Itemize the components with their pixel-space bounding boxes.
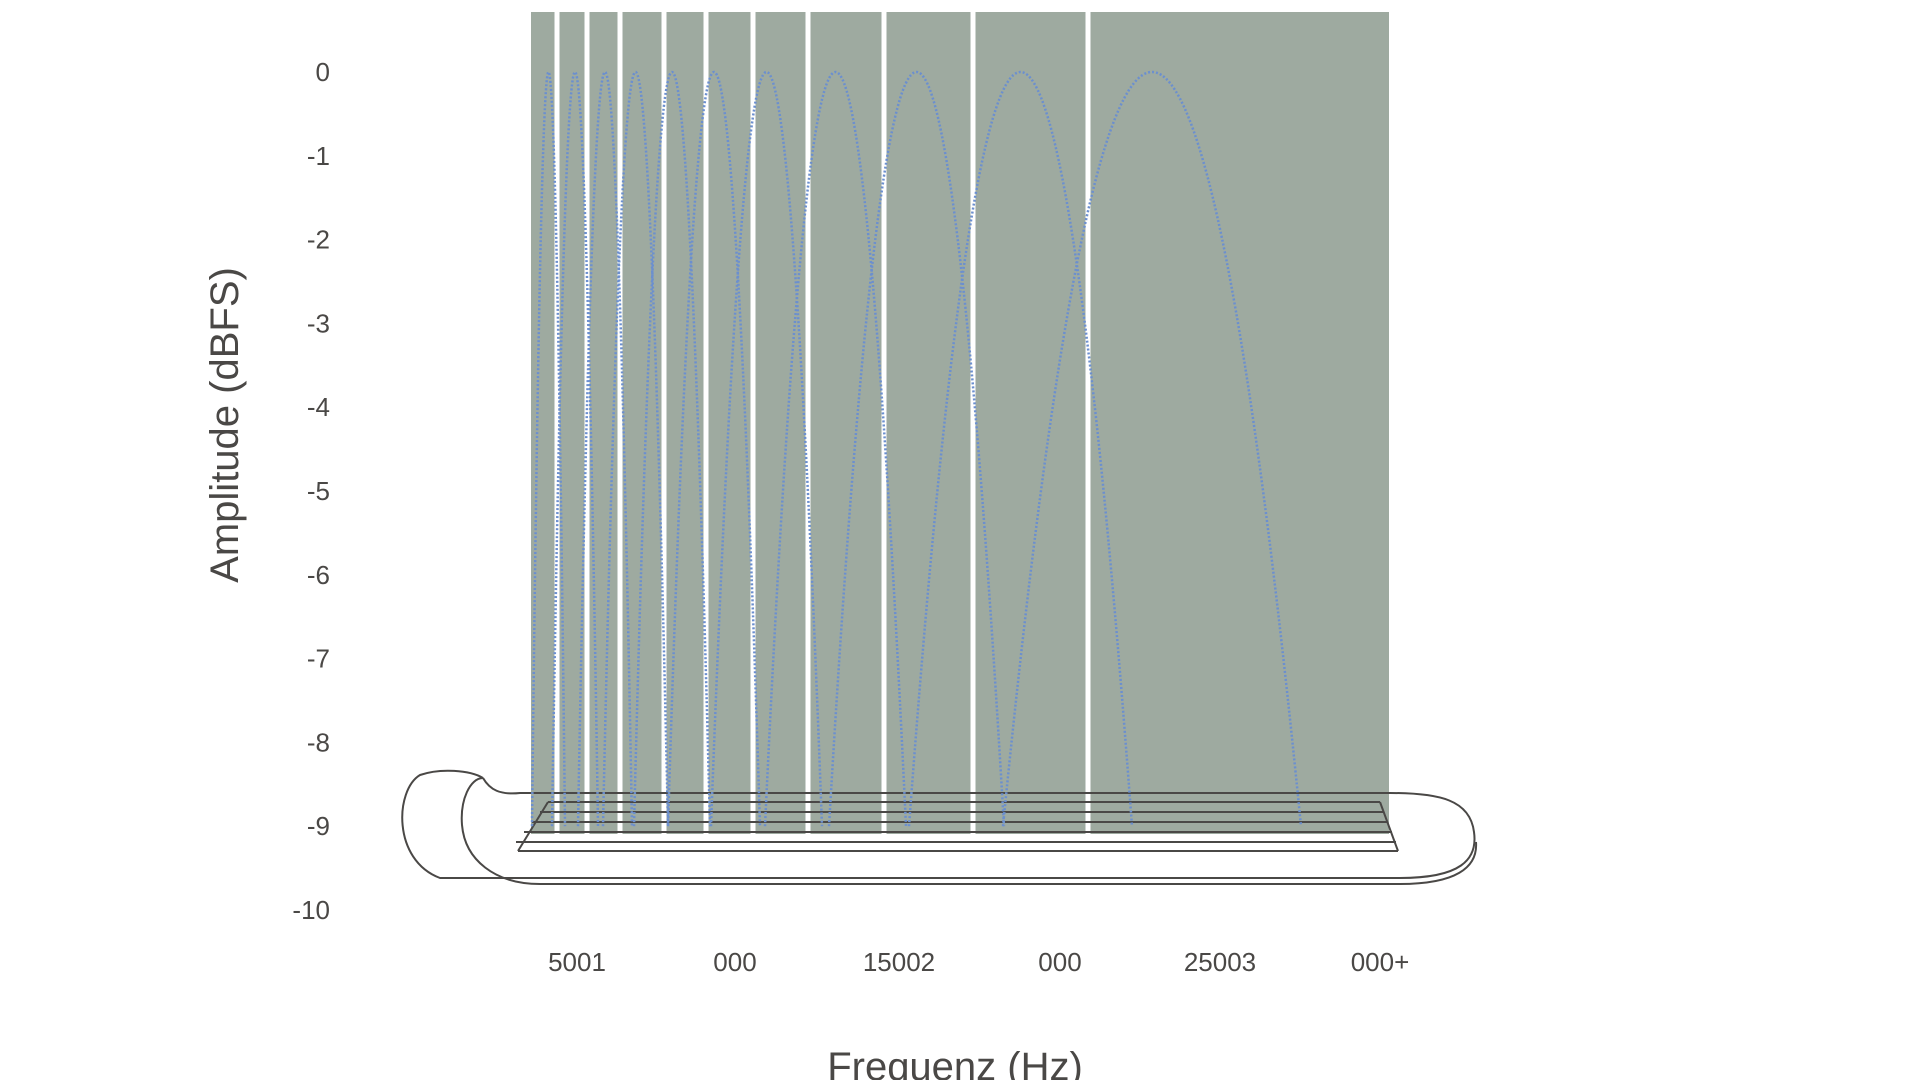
- band: [708, 12, 751, 834]
- filter-curve: [709, 70, 824, 827]
- y-tick-label: -8: [307, 727, 330, 757]
- x-tick-label: 15002: [863, 947, 935, 977]
- y-tick-label: -10: [292, 895, 330, 925]
- filter-curve: [763, 70, 908, 827]
- y-tick-label: -7: [307, 644, 330, 674]
- x-axis-title: Frequenz (Hz): [827, 1045, 1083, 1080]
- x-tick-label: 000: [713, 947, 756, 977]
- filter-curve: [907, 70, 1134, 827]
- y-tick-label: -9: [307, 811, 330, 841]
- band: [622, 12, 662, 834]
- x-axis-ticks: 5001 000 15002 000 25003 000+: [548, 947, 1409, 977]
- outer-outline: [401, 769, 1476, 879]
- y-tick-label: -6: [307, 560, 330, 590]
- band: [975, 12, 1086, 834]
- band: [559, 12, 585, 834]
- y-tick-label: -4: [307, 392, 330, 422]
- y-tick-label: -3: [307, 308, 330, 338]
- band: [589, 12, 618, 834]
- band: [886, 12, 971, 834]
- y-tick-label: -2: [307, 225, 330, 255]
- x-tick-label: 000+: [1351, 947, 1410, 977]
- base-edge-right: [1379, 801, 1399, 852]
- x-tick-label: 25003: [1184, 947, 1256, 977]
- filter-curve: [576, 70, 634, 827]
- x-tick-label: 5001: [548, 947, 606, 977]
- y-axis-ticks: 0 -1 -2 -3 -4 -5 -6 -7 -8 -9 -10: [292, 57, 330, 925]
- filter-curve: [666, 70, 762, 827]
- y-tick-label: -1: [307, 141, 330, 171]
- y-tick-label: -5: [307, 476, 330, 506]
- filter-curve: [550, 70, 600, 827]
- y-axis-title: Amplitude (dBFS): [203, 267, 247, 583]
- band: [1090, 12, 1389, 834]
- filter-curve: [827, 70, 1006, 827]
- band: [755, 12, 806, 834]
- filter-curve: [601, 70, 670, 827]
- inner-outline: [460, 777, 1478, 885]
- top-outline: [482, 777, 1390, 795]
- filter-curve: [632, 70, 712, 827]
- band: [531, 12, 555, 834]
- x-tick-label: 000: [1038, 947, 1081, 977]
- y-tick-label: 0: [316, 57, 330, 87]
- base-outline: [401, 769, 1478, 885]
- band: [810, 12, 882, 834]
- filter-curve: [1001, 71, 1303, 827]
- base-edge-left: [517, 801, 549, 852]
- frequency-bands: [531, 12, 1389, 834]
- filter-curves: [530, 70, 1303, 827]
